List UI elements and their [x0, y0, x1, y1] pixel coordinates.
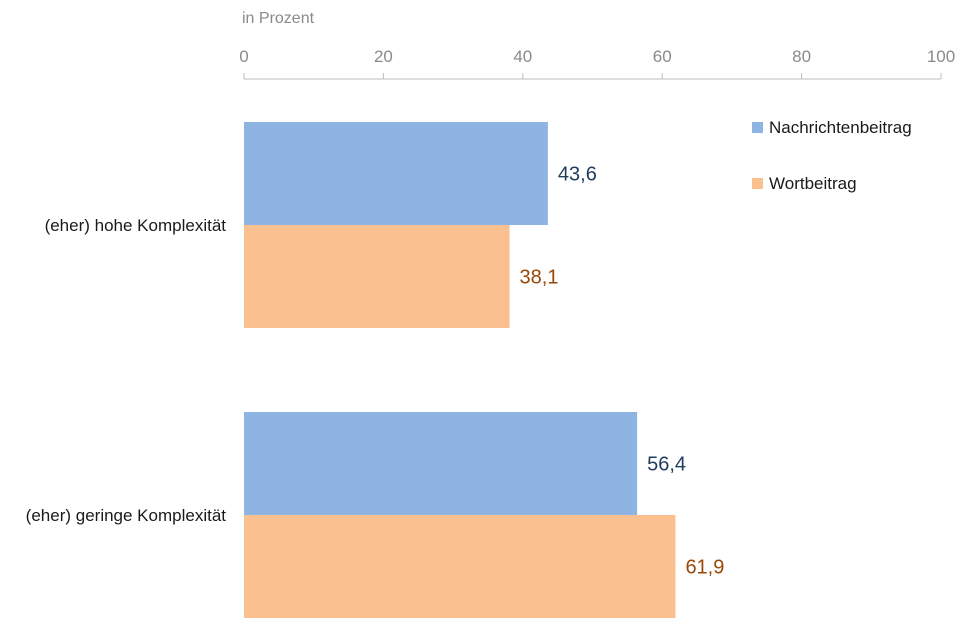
legend-swatch — [752, 178, 763, 189]
category-label: (eher) geringe Komplexität — [26, 506, 227, 525]
x-tick-label: 80 — [792, 47, 811, 66]
legend-label: Wortbeitrag — [769, 174, 857, 193]
bar-value-label: 43,6 — [558, 164, 597, 186]
x-tick-label: 20 — [374, 47, 393, 66]
bar-value-label: 38,1 — [520, 267, 559, 289]
bar — [244, 122, 548, 225]
x-tick-label: 60 — [653, 47, 672, 66]
legend-label: Nachrichtenbeitrag — [769, 118, 912, 137]
x-axis: 0 20 40 60 80 100 — [239, 47, 955, 80]
bar — [244, 515, 676, 618]
bar-value-label: 61,9 — [685, 557, 724, 579]
bars-group: 43,6 38,1 56,4 61,9 — [244, 122, 724, 618]
axis-unit-label: in Prozent — [242, 10, 315, 27]
x-tick-label: 40 — [513, 47, 532, 66]
legend-swatch — [752, 122, 763, 133]
category-labels: (eher) hohe Komplexität (eher) geringe Ko… — [26, 216, 227, 525]
bar — [244, 412, 638, 515]
x-tick-label: 0 — [239, 47, 248, 66]
bar-value-label: 56,4 — [647, 454, 686, 476]
legend: Nachrichtenbeitrag Wortbeitrag — [752, 118, 912, 193]
x-tick-label: 100 — [927, 47, 955, 66]
category-label: (eher) hohe Komplexität — [45, 216, 227, 235]
bar — [244, 225, 510, 328]
